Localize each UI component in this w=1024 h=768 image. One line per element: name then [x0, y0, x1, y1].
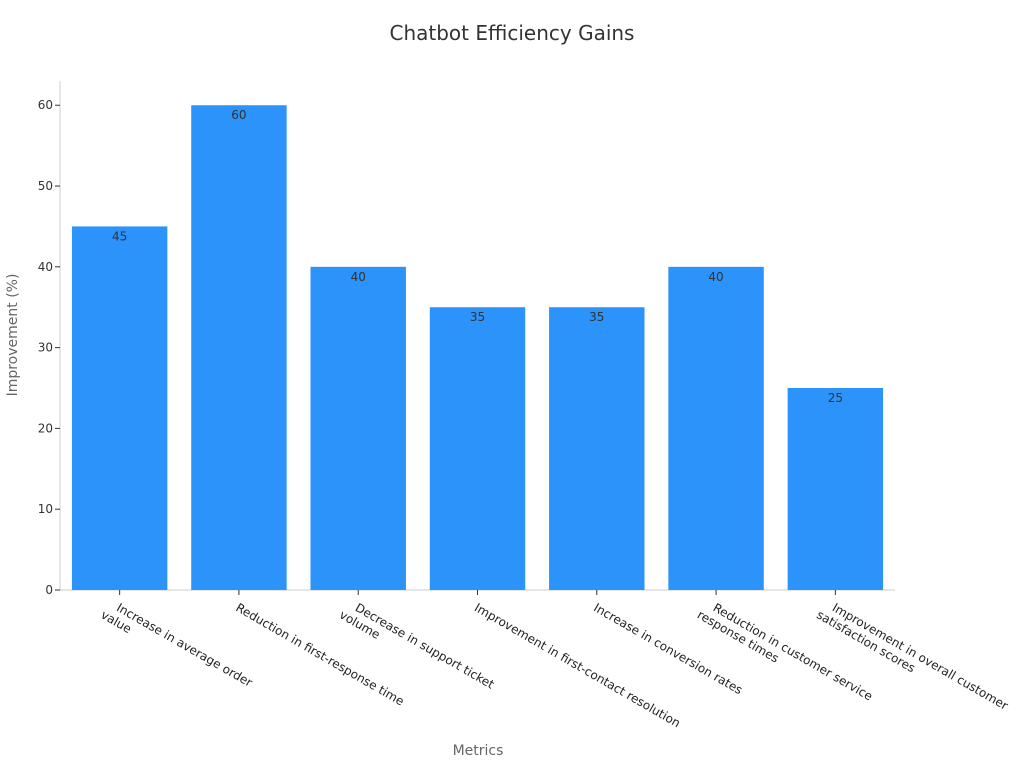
data-label: 60	[231, 108, 246, 122]
data-label: 25	[828, 391, 843, 405]
data-label: 35	[589, 310, 604, 324]
category-label: Improvement in first-contact resolution	[472, 600, 683, 730]
data-label: 40	[351, 270, 366, 284]
bar	[310, 266, 406, 590]
data-label: 45	[112, 229, 127, 243]
category-label: Increase in average ordervalue	[98, 595, 254, 701]
bar	[191, 105, 287, 590]
category-label-line: Increase in average order	[114, 600, 255, 689]
data-label: 35	[470, 310, 485, 324]
y-tick-label: 20	[38, 421, 53, 435]
bar	[668, 266, 764, 590]
y-tick-label: 30	[38, 341, 53, 355]
plot-area: 0 10 20 30 40 50 60 45 Increase in average order…	[38, 81, 1010, 730]
bar	[429, 307, 526, 590]
y-axis-label: Improvement (%)	[5, 274, 21, 397]
y-tick-label: 40	[38, 260, 53, 274]
data-label: 40	[708, 270, 723, 284]
y-tick-label: 0	[45, 583, 53, 597]
chart-title: Chatbot Efficiency Gains	[390, 21, 635, 45]
x-axis-label: Metrics	[453, 743, 504, 759]
y-tick-label: 60	[38, 98, 53, 112]
bar	[787, 388, 884, 590]
y-tick-label: 10	[38, 502, 53, 516]
y-tick-label: 50	[38, 179, 53, 193]
bar	[549, 307, 645, 590]
category-label: Improvement in overall customersatisfact…	[814, 595, 1010, 724]
category-label-line: Improvement in first-contact resolution	[472, 600, 683, 730]
bar	[71, 226, 168, 590]
